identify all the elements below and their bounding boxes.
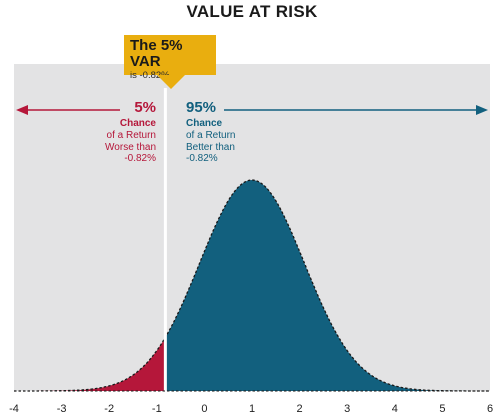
left-tail-area — [14, 337, 166, 391]
var-callout: The 5% VAR is -0.82% — [124, 35, 216, 81]
left-arrow-head — [16, 105, 28, 115]
x-tick-label: -4 — [9, 403, 19, 415]
x-tick-label: -1 — [152, 403, 162, 415]
x-tick-label: 6 — [487, 403, 493, 415]
right-line-1: Chance — [186, 118, 223, 129]
right-line-4: -0.82% — [186, 153, 218, 164]
x-tick-label: -2 — [104, 403, 114, 415]
right-line-2: of a Return — [186, 130, 236, 141]
right-percent: 95% — [186, 99, 217, 116]
x-tick-label: 5 — [439, 403, 445, 415]
left-line-2: of a Return — [106, 130, 156, 141]
chart-title: VALUE AT RISK — [186, 2, 318, 21]
x-tick-label: 0 — [201, 403, 207, 415]
left-percent: 5% — [134, 99, 156, 116]
x-tick-label: 1 — [249, 403, 255, 415]
left-line-1: Chance — [119, 118, 156, 129]
callout-pointer — [157, 75, 185, 89]
x-tick-label: 2 — [297, 403, 303, 415]
right-arrow-head — [476, 105, 488, 115]
left-tail-annotation: 5% Chance of a Return Worse than -0.82% — [105, 100, 156, 165]
left-line-4: -0.82% — [124, 153, 156, 164]
distribution-curve — [14, 179, 490, 392]
x-tick-label: 4 — [392, 403, 398, 415]
callout-subtext: is -0.82% — [130, 70, 170, 81]
callout-heading: The 5% VAR — [130, 37, 183, 70]
x-tick-label: 3 — [344, 403, 350, 415]
right-body-area — [165, 180, 490, 391]
x-tick-label: -3 — [57, 403, 67, 415]
left-line-3: Worse than — [105, 141, 156, 153]
right-line-3: Better than — [186, 141, 235, 153]
right-tail-annotation: 95% Chance of a Return Better than -0.82… — [186, 100, 235, 165]
